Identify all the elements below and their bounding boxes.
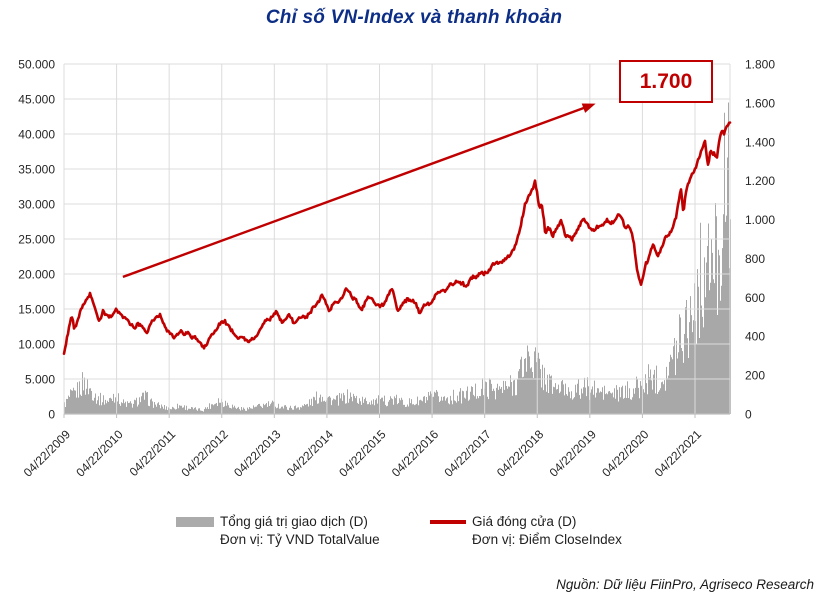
- y-right-tick-label: 1.400: [745, 135, 775, 149]
- y-right-tick-label: 600: [745, 291, 765, 305]
- y-right-tick-label: 1.200: [745, 174, 775, 188]
- x-tick-label: 04/22/2018: [494, 427, 547, 480]
- close-index-series-unit: Đơn vị: Điểm CloseIndex: [472, 531, 622, 547]
- y-left-tick-label: 40.000: [18, 128, 55, 142]
- x-tick-label: 04/22/2011: [127, 427, 179, 479]
- x-tick-label: 04/22/2015: [336, 427, 389, 480]
- x-tick-label: 04/22/2016: [389, 427, 442, 480]
- y-right-tick-label: 1.800: [745, 58, 775, 72]
- x-tick-label: 04/22/2017: [441, 427, 494, 480]
- source-note: Nguồn: Dữ liệu FiinPro, Agriseco Researc…: [556, 577, 814, 592]
- x-tick-label: 04/22/2010: [73, 427, 126, 480]
- legend-item-volume: Tổng giá trị giao dịch (D) Đơn vị: Tỷ VN…: [176, 513, 380, 548]
- close-index-series-label: Giá đóng cửa (D): [472, 514, 577, 529]
- x-tick-label: 04/22/2019: [547, 427, 600, 480]
- chart-title: Chỉ số VN-Index và thanh khoản: [265, 7, 563, 28]
- y-left-tick-label: 5.000: [25, 373, 55, 387]
- volume-series-unit: Đơn vị: Tỷ VND TotalValue: [220, 531, 380, 547]
- y-left-tick-label: 10.000: [18, 338, 55, 352]
- y-right-tick-label: 800: [745, 252, 765, 266]
- close-index-line-series: [62, 121, 732, 356]
- x-tick-label: 04/22/2020: [599, 427, 652, 480]
- volume-series-label: Tổng giá trị giao dịch (D): [220, 514, 368, 529]
- x-tick-label: 04/22/2009: [21, 427, 74, 480]
- y-left-tick-label: 0: [48, 408, 55, 422]
- x-tick-label: 04/22/2012: [179, 427, 232, 480]
- close-index-swatch-icon: [430, 520, 466, 524]
- y-left-tick-label: 30.000: [18, 198, 55, 212]
- y-left-tick-label: 50.000: [18, 58, 55, 72]
- x-tick-label: 04/22/2014: [284, 427, 337, 480]
- y-left-tick-label: 15.000: [18, 303, 55, 317]
- volume-swatch-icon: [176, 517, 214, 527]
- y-left-tick-label: 25.000: [18, 233, 55, 247]
- y-right-tick-label: 400: [745, 330, 765, 344]
- y-left-tick-label: 35.000: [18, 163, 55, 177]
- x-tick-label: 04/22/2013: [231, 427, 284, 480]
- target-value-annotation: 1.700: [619, 60, 713, 103]
- y-right-tick-label: 0: [745, 408, 752, 422]
- y-right-tick-label: 1.000: [745, 213, 775, 227]
- trend-arrow-line: [122, 105, 589, 279]
- y-left-tick-label: 45.000: [18, 93, 55, 107]
- y-left-tick-label: 20.000: [18, 268, 55, 282]
- x-tick-label: 04/22/2021: [652, 427, 705, 480]
- volume-bars-series: [64, 102, 731, 414]
- trend-arrow-head-icon: [581, 103, 596, 113]
- y-right-tick-label: 200: [745, 369, 765, 383]
- y-right-tick-label: 1.600: [745, 96, 775, 110]
- legend-item-close-index: Giá đóng cửa (D) Đơn vị: Điểm CloseIndex: [430, 513, 622, 548]
